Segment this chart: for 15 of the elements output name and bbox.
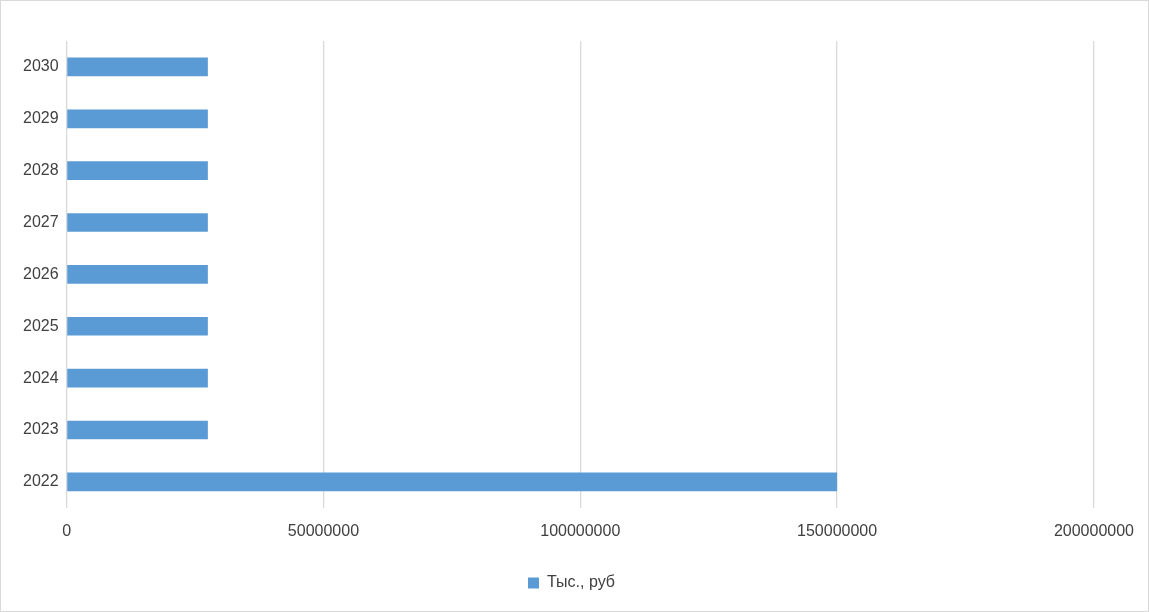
y-tick-label: 2030 bbox=[23, 57, 59, 75]
x-tick-label: 50000000 bbox=[287, 521, 360, 539]
y-tick-label: 2026 bbox=[23, 264, 59, 282]
y-tick-label: 2029 bbox=[23, 109, 59, 127]
y-tick-label: 2024 bbox=[23, 368, 59, 386]
legend-label: Тыс., руб bbox=[547, 573, 615, 591]
y-tick-label: 2027 bbox=[23, 212, 59, 230]
y-tick-label: 2023 bbox=[23, 420, 59, 438]
x-tick-label: 200000000 bbox=[1053, 521, 1135, 539]
x-tick-label: 100000000 bbox=[540, 521, 621, 539]
y-tick-label: 2028 bbox=[23, 161, 59, 179]
y-tick-label: 2025 bbox=[23, 316, 59, 334]
y-tick-label: 2022 bbox=[23, 472, 59, 490]
x-tick-label: 0 bbox=[62, 521, 72, 539]
x-tick-label: 150000000 bbox=[797, 521, 878, 539]
